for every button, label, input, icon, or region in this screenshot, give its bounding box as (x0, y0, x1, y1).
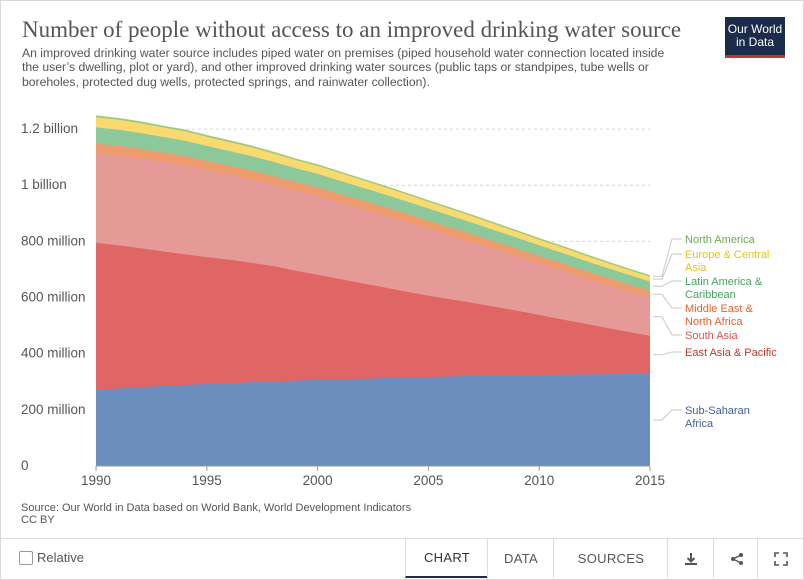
tab-data[interactable]: DATA (487, 539, 554, 578)
area-east-asia-pacific (96, 242, 650, 390)
label-connector (653, 293, 682, 309)
area-sub-saharan-africa (96, 373, 650, 466)
area-chart: 0 200 million 400 million 600 million 800 mi… (21, 115, 777, 488)
relative-toggle[interactable]: Relative (19, 550, 84, 565)
series-line (95, 115, 651, 277)
label-connector (653, 280, 682, 287)
chart-footer: Relative CHART DATA SOURCES (1, 538, 803, 580)
source-text: Source: Our World in Data based on World… (21, 502, 412, 514)
x-tick-label: 1990 (81, 473, 111, 488)
area-south-asia (96, 153, 650, 336)
area-latin-america-caribbean (96, 127, 650, 291)
tab-sources[interactable]: SOURCES (553, 539, 668, 578)
download-icon[interactable] (667, 539, 714, 578)
series-label: Latin America & (685, 276, 763, 288)
label-connector (653, 409, 682, 421)
x-tick-label: 2000 (303, 473, 333, 488)
series-label: North America (685, 234, 756, 246)
series-label: Africa (685, 418, 714, 430)
label-connector (653, 351, 682, 356)
y-tick-label: 0 (21, 458, 29, 473)
source-note: Source: Our World in Data based on World… (21, 502, 411, 526)
area-europe-central-asia (96, 117, 650, 282)
series-label: North Africa (685, 316, 743, 328)
area-middle-east-north-africa (96, 143, 650, 298)
logo-line-1: Our World (727, 22, 783, 36)
x-tick-label: 2010 (524, 473, 554, 488)
label-connector (653, 316, 682, 336)
y-tick-label: 1.2 billion (21, 121, 78, 136)
series-label: East Asia & Pacific (685, 347, 777, 359)
chart-subtitle: An improved drinking water source includ… (22, 46, 665, 89)
y-tick-label: 800 million (21, 233, 86, 248)
share-icon[interactable] (713, 539, 760, 578)
series-label: Sub-Saharan (685, 405, 750, 417)
y-tick-label: 1 billion (21, 177, 67, 192)
license-text: CC BY (21, 514, 55, 526)
y-tick-label: 200 million (21, 402, 86, 417)
series-label: Asia (685, 262, 707, 274)
y-tick-label: 400 million (21, 346, 86, 361)
label-connector (653, 253, 682, 280)
logo-line-2: in Data (735, 35, 775, 49)
x-tick-label: 1995 (192, 473, 222, 488)
series-label: South Asia (685, 330, 738, 342)
series-label: Europe & Central (685, 249, 769, 261)
y-tick-label: 600 million (21, 290, 86, 305)
relative-label: Relative (37, 550, 84, 565)
x-tick-label: 2015 (635, 473, 665, 488)
fullscreen-icon[interactable] (757, 539, 804, 578)
relative-checkbox[interactable] (19, 550, 33, 565)
owid-logo[interactable]: Our World in Data (725, 17, 785, 58)
x-tick-label: 2005 (413, 473, 443, 488)
series-label: Middle East & (685, 303, 754, 315)
series-label: Caribbean (685, 289, 736, 301)
tab-chart[interactable]: CHART (405, 539, 488, 578)
chart-title: Number of people without access to an im… (22, 17, 682, 42)
label-connector (653, 238, 682, 277)
